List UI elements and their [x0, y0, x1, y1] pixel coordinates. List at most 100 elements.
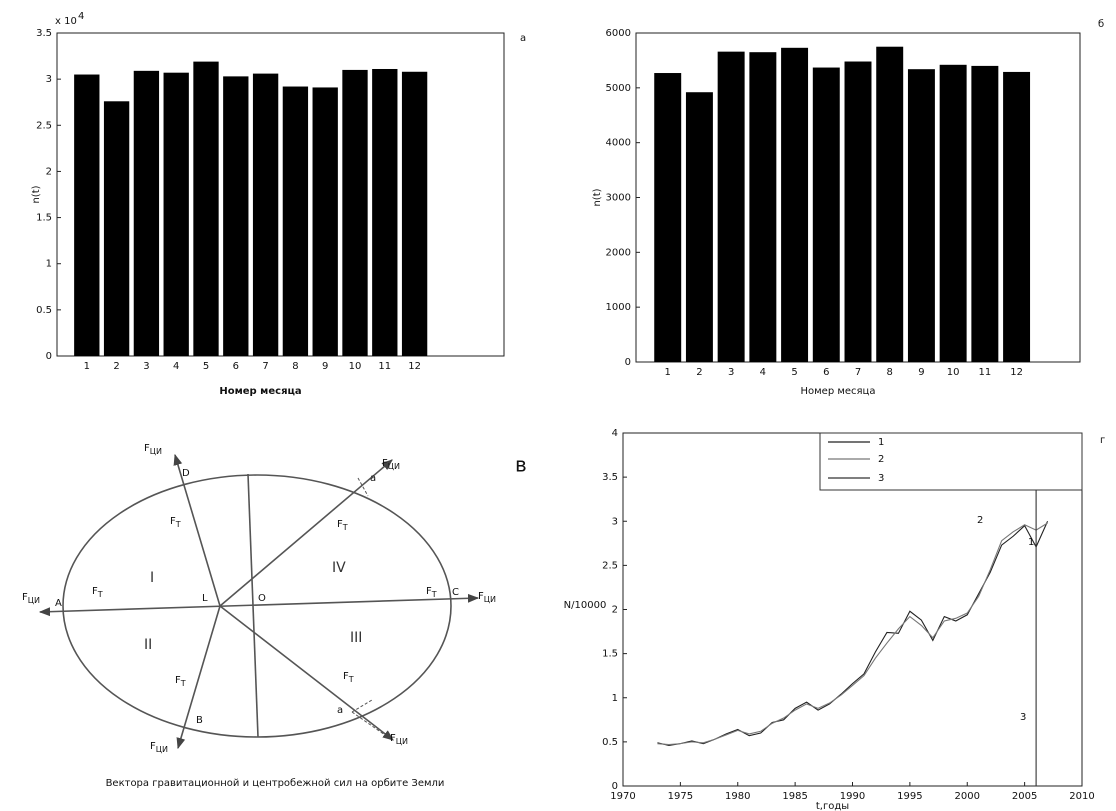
point-label: a	[337, 705, 343, 716]
force-label: FЦИ	[144, 443, 162, 456]
force-label: FT	[426, 586, 437, 599]
x-tick-label: 1990	[840, 791, 865, 802]
series-label: 1	[1028, 537, 1034, 548]
x-tick-label: 9	[322, 361, 328, 372]
force-label: FT	[170, 516, 181, 529]
legend-label: 2	[878, 454, 884, 465]
y-tick-label: 2.5	[602, 560, 618, 571]
x-axis-label: Номер месяца	[219, 386, 301, 397]
radius-d	[173, 453, 221, 607]
force-symbol: F	[343, 671, 349, 682]
y-tick-label: 1	[612, 693, 618, 704]
series-label: 3	[1020, 712, 1026, 723]
force-symbol: F	[337, 519, 343, 530]
x-tick-label: 7	[262, 361, 268, 372]
force-subscript: T	[348, 675, 354, 684]
bar	[812, 67, 840, 363]
y-tick-label: 2.5	[36, 120, 52, 131]
bar	[1003, 71, 1031, 362]
force-subscript: T	[342, 523, 348, 532]
x-tick-label: 12	[1010, 367, 1023, 378]
point-label: B	[196, 715, 203, 726]
force-symbol: F	[426, 586, 432, 597]
x-tick-label: 10	[947, 367, 960, 378]
region-label: III	[350, 630, 362, 646]
x-tick-label: 4	[173, 361, 179, 372]
x-tick-label: 5	[203, 361, 209, 372]
y-axis-label: n(t)	[31, 185, 42, 203]
bar	[133, 70, 160, 356]
y-tick-label: 1.5	[36, 213, 52, 224]
x-tick-label: 6	[823, 367, 829, 378]
y-tick-label: 0	[625, 357, 631, 368]
x-axis-label: Номер месяца	[800, 386, 875, 397]
force-symbol: F	[92, 586, 98, 597]
x-tick-label: 1	[665, 367, 671, 378]
orbit-diagram: I II III IV A B C D L O a a FЦИ FЦИ FЦИ …	[22, 443, 527, 789]
region-label: II	[144, 637, 152, 653]
force-subscript: T	[180, 679, 186, 688]
bar	[223, 76, 249, 357]
force-subscript: ЦИ	[150, 447, 162, 456]
axis-line	[38, 593, 480, 617]
bar	[282, 86, 309, 357]
x-axis-label: t,годы	[816, 801, 849, 811]
x-tick-label: 2010	[1069, 791, 1094, 802]
series-line	[657, 521, 1049, 746]
y-tick-label: 4000	[606, 138, 631, 149]
y-tick-label: 3	[612, 516, 618, 527]
bar	[312, 87, 338, 356]
dashed-vector	[351, 699, 373, 713]
x-tick-label: 10	[349, 361, 362, 372]
y-axis-label: n(t)	[592, 188, 603, 206]
dashed-vector	[351, 711, 386, 736]
axes-frame	[56, 32, 505, 357]
force-symbol: F	[144, 443, 150, 454]
x-tick-label: 1985	[782, 791, 807, 802]
force-label: FT	[343, 671, 354, 684]
x-tick-label: 11	[378, 361, 391, 372]
chart-panel: 00.511.522.533.51 2 3 4 5 6 7 8 9 10 11 12n(t)Номер…	[31, 11, 526, 397]
radius-iii	[219, 605, 394, 741]
y-tick-label: 1000	[606, 302, 631, 313]
bar	[401, 71, 428, 356]
x-tick-label: 1	[84, 361, 90, 372]
legend-label: 1	[878, 437, 884, 448]
bar	[654, 73, 682, 363]
bar	[939, 64, 967, 362]
x-tick-label: 8	[292, 361, 298, 372]
force-subscript: ЦИ	[156, 745, 168, 754]
bar	[844, 61, 872, 362]
x-tick-label: 11	[978, 367, 991, 378]
force-label: FT	[92, 586, 103, 599]
y-axis-label: N/10000	[564, 600, 607, 611]
bar	[74, 74, 100, 357]
force-symbol: F	[22, 592, 28, 603]
y-tick-label: 1	[46, 259, 52, 270]
series-label: 2	[977, 515, 983, 526]
x-tick-label: 1995	[897, 791, 922, 802]
force-subscript: T	[175, 520, 181, 529]
force-label: FЦИ	[382, 458, 400, 471]
panel-label: б	[1098, 19, 1104, 30]
force-symbol: F	[150, 741, 156, 752]
bar	[252, 73, 279, 356]
panel-label: а	[520, 33, 526, 44]
bar	[876, 46, 904, 362]
point-label: A	[55, 598, 62, 609]
bar	[103, 101, 130, 356]
panel-label: г	[1100, 435, 1105, 446]
bar	[717, 51, 745, 362]
point-label: C	[452, 587, 459, 598]
force-subscript: T	[431, 590, 437, 599]
y-tick-label: 0.5	[36, 305, 52, 316]
x-tick-label: 8	[887, 367, 893, 378]
force-label: FЦИ	[150, 741, 168, 754]
point-label: L	[202, 593, 208, 604]
x-tick-label: 4	[760, 367, 766, 378]
y-tick-label: 2000	[606, 247, 631, 258]
y-tick-label: 0.5	[602, 737, 618, 748]
point-label: O	[258, 593, 266, 604]
y-tick-label: 3.5	[602, 472, 618, 483]
